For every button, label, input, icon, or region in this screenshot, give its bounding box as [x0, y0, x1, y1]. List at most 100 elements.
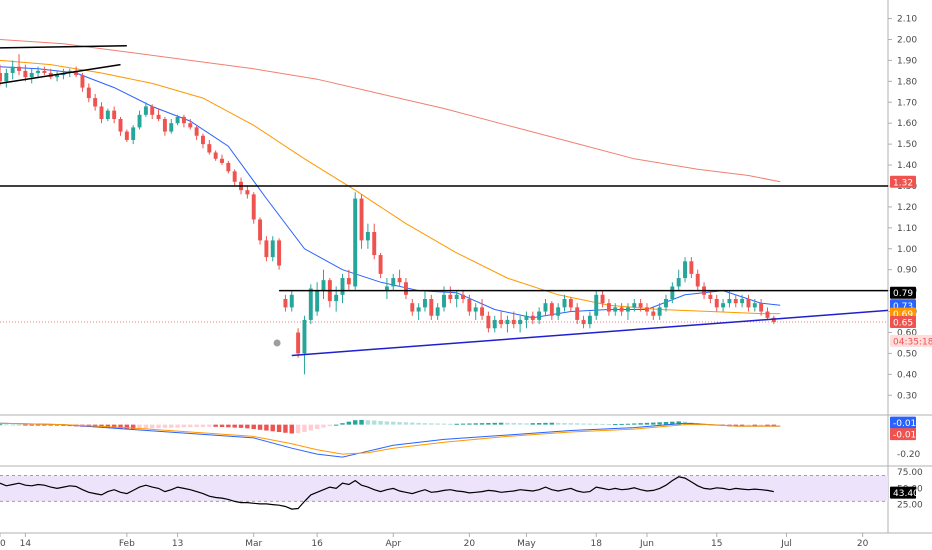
candle[interactable]: [0, 64, 2, 86]
candle[interactable]: [549, 301, 554, 320]
candle[interactable]: [664, 294, 668, 312]
candle[interactable]: [359, 194, 364, 249]
candle[interactable]: [118, 116, 123, 136]
candle[interactable]: [93, 93, 98, 111]
candle[interactable]: [384, 278, 389, 299]
trendline[interactable]: [291, 309, 901, 357]
candle[interactable]: [112, 106, 117, 124]
candle[interactable]: [137, 110, 142, 130]
macd-panel[interactable]: [0, 419, 781, 458]
candle[interactable]: [492, 315, 497, 333]
candle[interactable]: [353, 192, 358, 291]
candle[interactable]: [651, 307, 656, 320]
candle[interactable]: [499, 311, 504, 329]
candle[interactable]: [226, 160, 231, 174]
candle[interactable]: [175, 114, 180, 126]
candle[interactable]: [391, 273, 396, 291]
candle[interactable]: [232, 169, 237, 186]
candle[interactable]: [435, 303, 440, 320]
candle[interactable]: [23, 64, 28, 82]
candle[interactable]: [36, 66, 41, 78]
candle[interactable]: [251, 192, 256, 224]
candle[interactable]: [695, 269, 700, 291]
candle[interactable]: [511, 311, 516, 329]
candle[interactable]: [42, 66, 47, 76]
candle[interactable]: [619, 303, 624, 316]
candle[interactable]: [581, 315, 586, 329]
candle[interactable]: [296, 328, 301, 358]
trendline[interactable]: [0, 45, 127, 49]
candle[interactable]: [613, 303, 618, 316]
trendline[interactable]: [0, 63, 121, 85]
time-axis[interactable]: 20 14 Feb 13 Mar 16 Apr 20 May 18 Jun 15 Jul 20: [0, 533, 869, 549]
candle[interactable]: [55, 70, 60, 82]
candle[interactable]: [156, 108, 161, 122]
candle[interactable]: [733, 294, 738, 308]
candle[interactable]: [86, 83, 91, 103]
candle[interactable]: [162, 116, 167, 136]
candle[interactable]: [518, 315, 523, 333]
candle[interactable]: [746, 294, 751, 312]
candle[interactable]: [689, 257, 694, 279]
candle[interactable]: [188, 119, 193, 130]
candle[interactable]: [600, 290, 605, 308]
candle[interactable]: [131, 125, 136, 145]
rsi-panel[interactable]: [0, 474, 888, 510]
candle[interactable]: [708, 290, 713, 304]
candle[interactable]: [467, 294, 472, 316]
candle[interactable]: [169, 119, 174, 134]
candle[interactable]: [461, 290, 465, 304]
candle[interactable]: [454, 290, 459, 308]
candle[interactable]: [220, 154, 224, 166]
candle[interactable]: [283, 294, 288, 312]
candle[interactable]: [378, 252, 383, 279]
candle[interactable]: [397, 269, 402, 287]
candle[interactable]: [270, 236, 275, 262]
candle[interactable]: [537, 307, 542, 325]
candle[interactable]: [181, 114, 186, 128]
candle[interactable]: [530, 311, 535, 325]
candle[interactable]: [568, 296, 573, 312]
candle[interactable]: [423, 290, 427, 312]
candle[interactable]: [277, 238, 282, 270]
candle[interactable]: [683, 257, 687, 283]
candle[interactable]: [727, 290, 732, 308]
candle[interactable]: [80, 72, 85, 92]
candle[interactable]: [365, 223, 370, 249]
candle[interactable]: [721, 298, 726, 312]
candle[interactable]: [429, 294, 434, 320]
candle[interactable]: [752, 298, 757, 312]
candle[interactable]: [765, 307, 770, 320]
candle[interactable]: [676, 269, 681, 291]
candle[interactable]: [315, 282, 320, 316]
candle[interactable]: [372, 223, 377, 260]
candle[interactable]: [150, 104, 155, 120]
candle[interactable]: [340, 273, 345, 304]
candle[interactable]: [213, 150, 218, 161]
candle[interactable]: [99, 102, 104, 124]
candle[interactable]: [403, 278, 408, 299]
candle[interactable]: [543, 298, 548, 316]
candle[interactable]: [258, 217, 263, 245]
candle[interactable]: [714, 294, 719, 312]
candle[interactable]: [524, 311, 529, 329]
candle[interactable]: [575, 303, 580, 325]
candle[interactable]: [448, 286, 453, 304]
candle[interactable]: [207, 139, 212, 155]
candle[interactable]: [505, 315, 510, 333]
candle[interactable]: [740, 294, 745, 308]
candle[interactable]: [346, 269, 351, 291]
price-panel[interactable]: [0, 39, 901, 375]
candle[interactable]: [562, 294, 567, 312]
candle[interactable]: [638, 298, 643, 312]
candle[interactable]: [201, 133, 205, 149]
candle[interactable]: [486, 311, 491, 333]
candle[interactable]: [587, 311, 592, 329]
candle[interactable]: [321, 269, 326, 299]
candle[interactable]: [4, 68, 9, 88]
candle[interactable]: [17, 54, 21, 76]
candle[interactable]: [657, 303, 662, 320]
candle[interactable]: [410, 298, 415, 316]
candle[interactable]: [759, 298, 764, 316]
